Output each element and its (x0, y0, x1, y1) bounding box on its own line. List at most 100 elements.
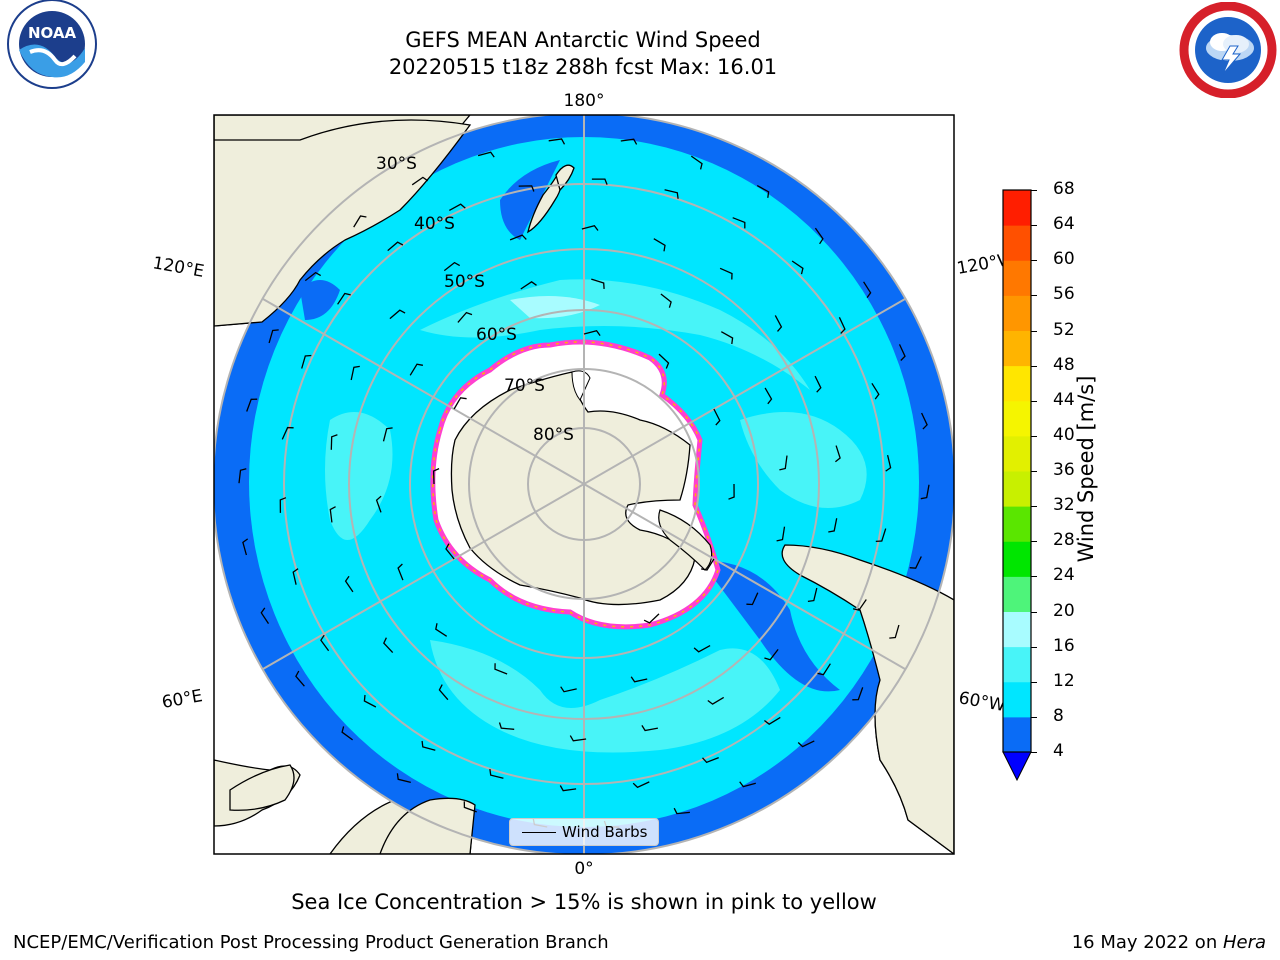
colorbar (1002, 189, 1032, 782)
wind-barb (807, 587, 818, 603)
wind-barb (438, 684, 449, 701)
wind-barb (489, 769, 504, 779)
map-frame (213, 114, 955, 855)
wind-barb (301, 354, 312, 369)
colorbar-tick-label: 44 (1053, 389, 1075, 410)
colorbar-tick-label: 20 (1053, 600, 1075, 621)
madagascar-island (229, 764, 295, 811)
wind-barb (720, 331, 734, 345)
wind-barb (337, 292, 351, 305)
wind-barb (756, 185, 770, 198)
wind-barb (242, 538, 249, 556)
wind-barb (330, 434, 338, 450)
colorbar-cell (1003, 471, 1031, 507)
wind-barb (920, 484, 930, 500)
wind-barb (443, 261, 461, 272)
wind-barb (295, 670, 305, 687)
colorbar-cell (1003, 435, 1031, 472)
colorbar-tick-mark (1031, 365, 1037, 367)
colorbar-tick-label: 12 (1053, 670, 1075, 691)
wind-barb (350, 365, 360, 381)
colorbar-tick-mark (1031, 716, 1037, 718)
colorbar-cell (1003, 506, 1031, 542)
wind-barb (477, 151, 495, 158)
wind-barb (693, 645, 711, 653)
lat-label-30s: 30°S (376, 154, 417, 174)
wind-barb (432, 468, 440, 485)
noaa-logo: NOAA (7, 0, 97, 89)
wind-barb (921, 412, 928, 430)
lon-label-0: 0° (574, 859, 593, 879)
wind-barb (814, 227, 824, 245)
colorbar-tick-mark (1031, 506, 1037, 508)
colorbar-tick-label: 60 (1053, 249, 1075, 270)
colorbar-tick-mark (1031, 611, 1037, 613)
colorbar-cell (1003, 646, 1031, 683)
wind-barb (396, 773, 411, 784)
wind-barb (643, 613, 660, 624)
wind-barb (852, 687, 864, 701)
colorbar-tick-mark (1031, 330, 1037, 332)
wind-barb (673, 807, 690, 815)
wind-barb (746, 592, 759, 606)
lat-label-50s: 50°S (444, 272, 485, 292)
lat-label-40s: 40°S (414, 214, 455, 234)
colorbar-cell (1003, 576, 1031, 612)
colorbar-tick-label: 56 (1053, 284, 1075, 305)
wind-barb (764, 649, 779, 661)
wind-barb (838, 317, 846, 334)
wind-barb (548, 138, 566, 145)
wind-barb (653, 238, 666, 252)
wind-barb (700, 558, 715, 571)
wind-barb (363, 694, 377, 708)
colorbar-label: Wind Speed [m/s] (1074, 375, 1098, 563)
wind-barb (641, 725, 659, 732)
wind-barb (591, 278, 605, 289)
wind-barb (560, 686, 577, 693)
colorbar-tick-label: 8 (1053, 705, 1064, 726)
colorbar-cell (1003, 225, 1031, 261)
wind-barb (779, 455, 788, 471)
footer-date-text: 16 May 2022 on (1071, 932, 1223, 953)
wind-barb (494, 663, 508, 675)
wind-barb (764, 716, 781, 725)
colorbar-tick-label: 16 (1053, 635, 1075, 656)
noaa-logo-text: NOAA (28, 24, 77, 42)
footer-machine: Hera (1222, 932, 1266, 953)
wind-barb (421, 740, 436, 751)
footer-branch: NCEP/EMC/Verification Post Processing Pr… (13, 932, 609, 953)
colorbar-cell (1003, 400, 1031, 437)
wind-barb (774, 315, 783, 332)
wind-barb (871, 382, 880, 400)
wind-barb (764, 387, 773, 405)
colorbar-tick-mark (1031, 646, 1037, 648)
wind-barb (329, 506, 336, 523)
nws-logo (1179, 2, 1277, 98)
colorbar-cell (1003, 330, 1031, 367)
colorbar-cell (1003, 541, 1031, 577)
colorbar-tick-mark (1031, 471, 1037, 472)
colorbar-tick-mark (1031, 260, 1037, 262)
wind-barb (569, 735, 587, 742)
colorbar-tick-label: 64 (1053, 214, 1075, 235)
wind-barb (591, 178, 608, 185)
lat-label-70s: 70°S (504, 376, 545, 396)
wind-barb (344, 575, 354, 593)
lat-label-80s: 80°S (533, 425, 574, 445)
wind-barb (448, 203, 466, 211)
wind-barb (620, 138, 638, 145)
colorbar-tick-label: 28 (1053, 530, 1075, 551)
wind-barb (411, 176, 429, 186)
wind-barb (341, 726, 353, 741)
wind-barb (713, 408, 721, 426)
wind-barb (583, 329, 601, 336)
chart-subtitle: 20220515 t18z 288h fcst Max: 16.01 (388, 55, 778, 79)
wind-barb (453, 397, 467, 410)
wind-barb (559, 785, 577, 792)
wind-barb (238, 468, 247, 484)
wind-barb (690, 155, 703, 170)
wind-barb (445, 543, 455, 560)
wind-barb (457, 311, 473, 323)
wind-barb (707, 696, 725, 705)
